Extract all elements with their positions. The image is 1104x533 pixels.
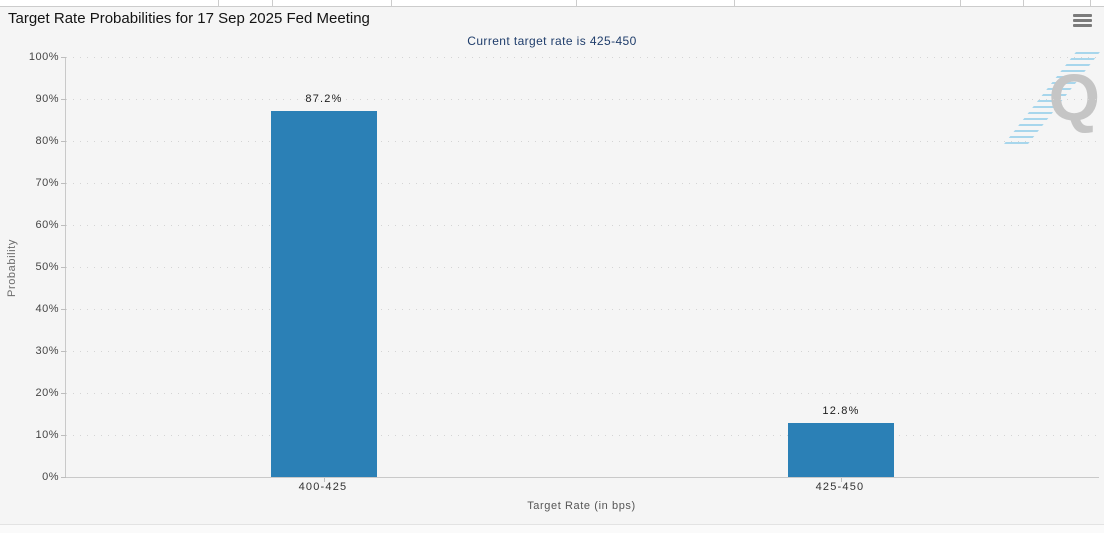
y-axis-tick: [61, 435, 66, 436]
hamburger-icon: [1073, 19, 1092, 22]
y-axis-tick: [61, 477, 66, 478]
y-axis-tick: [61, 393, 66, 394]
gridline: [66, 57, 1099, 58]
y-axis-tick: [61, 225, 66, 226]
y-axis-tick: [61, 99, 66, 100]
chart-bar[interactable]: [788, 423, 894, 477]
y-axis-tick: [61, 183, 66, 184]
y-axis-tick-label: 60%: [35, 219, 59, 231]
gridline: [66, 225, 1099, 226]
tab-divider: [960, 0, 961, 6]
gridline: [66, 141, 1099, 142]
gridline: [66, 183, 1099, 184]
chart-title: Target Rate Probabilities for 17 Sep 202…: [8, 10, 370, 27]
x-axis-tick: [324, 478, 325, 482]
y-axis-tick: [61, 309, 66, 310]
y-axis-tick-label: 10%: [35, 429, 59, 441]
chart-menu-button[interactable]: [1073, 14, 1092, 28]
tab-divider: [1090, 0, 1091, 6]
gridline: [66, 393, 1099, 394]
chart-bar[interactable]: [271, 111, 377, 477]
y-axis-tick-label: 70%: [35, 177, 59, 189]
hamburger-icon: [1073, 24, 1092, 27]
y-axis-tick: [61, 351, 66, 352]
tab-divider: [218, 0, 219, 6]
tab-divider: [576, 0, 577, 6]
tab-divider: [391, 0, 392, 6]
x-axis-category-label: 400-425: [298, 481, 348, 493]
gridline: [66, 309, 1099, 310]
y-axis-tick-label: 80%: [35, 135, 59, 147]
y-axis-tick-label: 50%: [35, 261, 59, 273]
tab-divider: [272, 0, 273, 6]
y-axis-tick-label: 20%: [35, 387, 59, 399]
plot-area: 87.2% 12.8%: [61, 57, 1099, 482]
gridline: [66, 435, 1099, 436]
y-axis-labels: 0% 10% 20% 30% 40% 50% 60% 70% 80% 90% 100%: [0, 51, 62, 483]
y-axis-tick-label: 0%: [42, 471, 59, 483]
x-axis-category-label: 425-450: [815, 481, 865, 493]
gridline: [66, 267, 1099, 268]
bar-value-label: 87.2%: [305, 93, 343, 105]
chart-subtitle: Current target rate is 425-450: [467, 34, 637, 48]
y-axis-tick: [61, 141, 66, 142]
y-axis-tick-label: 90%: [35, 93, 59, 105]
y-axis-tick: [61, 267, 66, 268]
y-axis-tick-label: 100%: [28, 51, 59, 63]
y-axis-tick: [61, 57, 66, 58]
tab-divider: [1023, 0, 1024, 6]
footer-strip: [0, 524, 1104, 533]
tab-divider: [734, 0, 735, 6]
gridline: [66, 99, 1099, 100]
x-axis-tick: [841, 478, 842, 482]
bar-value-label: 12.8%: [822, 405, 860, 417]
hamburger-icon: [1073, 14, 1092, 17]
y-axis-tick-label: 30%: [35, 345, 59, 357]
y-axis-tick-label: 40%: [35, 303, 59, 315]
x-axis-title: Target Rate (in bps): [527, 500, 636, 512]
top-tab-strip-cropped: [0, 0, 1104, 7]
x-axis-labels: 400-425 425-450: [65, 481, 1098, 495]
gridline: [66, 351, 1099, 352]
